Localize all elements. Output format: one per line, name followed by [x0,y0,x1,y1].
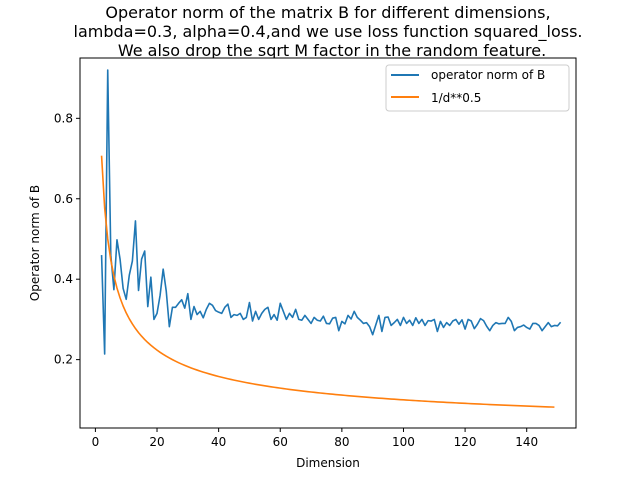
y-tick-label: 0.6 [54,192,73,206]
chart-title-line-2: lambda=0.3, alpha=0.4,and we use loss fu… [74,22,583,42]
y-tick-label: 0.8 [54,111,73,125]
x-tick-label: 140 [515,435,538,449]
y-tick-label: 0.4 [54,272,73,286]
x-axis-label: Dimension [296,456,360,470]
chart-title: Operator norm of the matrix B for differ… [74,3,583,60]
chart-title-line-1: Operator norm of the matrix B for differ… [105,3,550,22]
x-tick-label: 120 [454,435,477,449]
x-tick-label: 20 [149,435,164,449]
series-line-operator-norm [100,69,562,355]
legend-label-operator-norm: operator norm of B [431,68,545,82]
x-tick-label: 40 [211,435,226,449]
x-axis-ticks: 0 20 40 60 80 100 120 140 [92,428,538,449]
y-axis-label: Operator norm of B [28,185,42,301]
x-tick-label: 80 [334,435,349,449]
y-axis-ticks: 0.2 0.4 0.6 0.8 [54,111,80,367]
y-tick-label: 0.2 [54,353,73,367]
x-tick-label: 60 [273,435,288,449]
chart-title-line-3: We also drop the sqrt M factor in the ra… [118,41,546,60]
legend-label-inverse-sqrt: 1/d**0.5 [431,91,481,105]
series-line-inverse-sqrt [100,155,555,408]
x-tick-label: 100 [392,435,415,449]
legend: operator norm of B 1/d**0.5 [385,64,570,112]
plot-area [80,58,576,428]
x-tick-label: 0 [92,435,100,449]
plot-frame [79,57,577,429]
legend-box [385,64,570,112]
series-layer [100,69,562,408]
